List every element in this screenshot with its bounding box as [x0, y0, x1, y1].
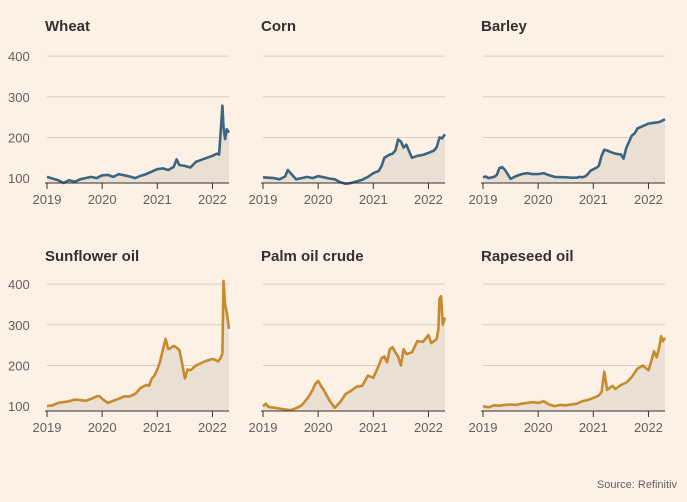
x-tick-label: 2020: [88, 192, 117, 207]
panel-title: Sunflower oil: [45, 248, 139, 265]
area-corn: [263, 134, 445, 184]
line-sunflower-oil: [46, 279, 231, 408]
y-tick-label: 400: [8, 277, 30, 292]
panel-wheat: 100 200 300 400 2019 2020 2021 2022 Wheat: [8, 18, 231, 207]
x-tick-label: 2020: [524, 192, 553, 207]
line-wheat: [46, 104, 231, 185]
x-tick-label: 2020: [88, 420, 117, 435]
panel-title: Corn: [261, 18, 296, 35]
x-tick-label: 2019: [469, 192, 498, 207]
panel-rapeseed-oil: 2019 2020 2021 2022 Rapeseed oil: [469, 248, 667, 435]
x-tick-label: 2022: [634, 420, 663, 435]
x-tick-label: 2021: [579, 420, 608, 435]
x-tick-label: 2022: [198, 420, 227, 435]
source-note: Source: Refinitiv: [596, 479, 677, 491]
x-tick-label: 2022: [198, 192, 227, 207]
y-tick-label: 400: [8, 49, 30, 64]
x-tick-label: 2019: [249, 420, 278, 435]
x-tick-label: 2019: [33, 420, 62, 435]
y-tick-label: 200: [8, 130, 30, 145]
x-tick-label: 2019: [249, 192, 278, 207]
y-tick-label: 100: [8, 399, 30, 414]
panel-title: Rapeseed oil: [481, 248, 574, 265]
x-tick-label: 2021: [579, 192, 608, 207]
area-sunflower-oil: [47, 280, 229, 411]
y-tick-label: 300: [8, 318, 30, 333]
panel-title: Palm oil crude: [261, 248, 364, 265]
line-corn: [262, 133, 447, 186]
x-tick-label: 2021: [359, 420, 388, 435]
area-wheat: [47, 105, 229, 183]
x-tick-label: 2019: [469, 420, 498, 435]
panel-sunflower-oil: 100 200 300 400 2019 2020 2021 2022 Sunflower oi…: [8, 248, 231, 435]
x-tick-label: 2020: [524, 420, 553, 435]
y-tick-label: 100: [8, 171, 30, 186]
x-tick-label: 2022: [414, 420, 443, 435]
panel-corn: 2019 2020 2021 2022 Corn: [249, 18, 447, 207]
x-tick-label: 2021: [359, 192, 388, 207]
y-tick-label: 300: [8, 90, 30, 105]
panel-barley: 2019 2020 2021 2022 Barley: [469, 18, 666, 207]
panel-title: Barley: [481, 18, 528, 35]
x-tick-label: 2022: [414, 192, 443, 207]
x-tick-label: 2019: [33, 192, 62, 207]
panel-palm-oil-crude: 2019 2020 2021 2022 Palm oil crude: [249, 248, 447, 435]
line-palm-oil-crude: [262, 295, 447, 412]
x-tick-label: 2022: [634, 192, 663, 207]
x-tick-label: 2021: [143, 192, 172, 207]
x-tick-label: 2021: [143, 420, 172, 435]
area-palm-oil-crude: [263, 296, 445, 411]
line-rapeseed-oil: [482, 334, 667, 409]
area-barley: [483, 119, 665, 183]
x-tick-label: 2020: [304, 192, 333, 207]
y-tick-label: 200: [8, 358, 30, 373]
area-rapeseed-oil: [483, 336, 665, 411]
line-barley: [482, 118, 666, 181]
x-tick-label: 2020: [304, 420, 333, 435]
panel-title: Wheat: [45, 18, 90, 35]
